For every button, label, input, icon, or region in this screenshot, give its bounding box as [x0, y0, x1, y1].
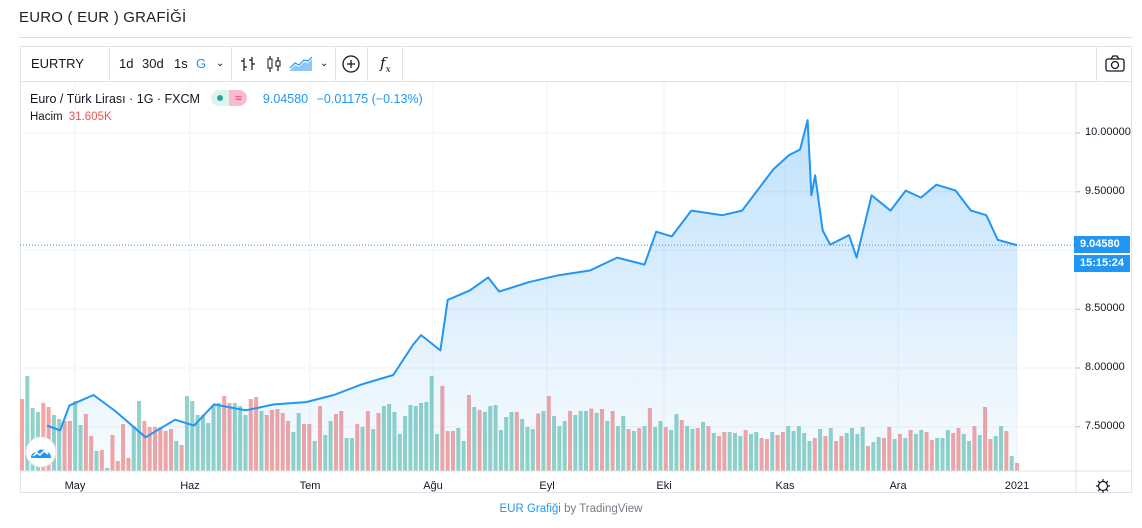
interval-1s[interactable]: 1s [174, 56, 188, 71]
y-tick-label: 8.50000 [1085, 302, 1125, 315]
countdown-label: 15:15:24 [1080, 257, 1125, 269]
x-tick-label: Ağu [423, 480, 443, 492]
delayed-data-icon: ≈ [229, 90, 248, 106]
page-title: EURO ( EUR ) GRAFİĞİ [19, 9, 187, 26]
last-price: 9.04580 [262, 92, 309, 106]
x-tick-label: Eki [656, 480, 672, 492]
add-indicator-icon[interactable] [341, 54, 361, 74]
x-tick-label: Ara [889, 480, 907, 492]
symbol-description: Euro / Türk Lirası · 1G · FXCM [30, 92, 200, 106]
divider [367, 46, 368, 81]
footer-attribution: EUR Grafiği by TradingView [0, 503, 1142, 515]
divider [402, 46, 403, 81]
last-price-tag [1074, 236, 1130, 253]
chart-legend: Euro / Türk Lirası · 1G · FXCM ≈ 9.04580… [30, 90, 423, 106]
interval-g[interactable]: G [196, 56, 207, 71]
footer-link[interactable]: EUR Grafiği [499, 503, 561, 515]
x-tick-label: May [64, 480, 86, 492]
last-price-label: 9.04580 [1080, 238, 1120, 250]
volume-bar [25, 376, 30, 471]
market-open-dot-icon [217, 95, 224, 101]
interval-30d[interactable]: 30d [142, 56, 164, 71]
chevron-down-icon[interactable]: ⌄ [320, 58, 329, 69]
y-tick-label: 8.00000 [1085, 361, 1125, 373]
market-status-badge: ≈ [211, 90, 248, 106]
y-tick-label: 9.50000 [1085, 184, 1125, 197]
chevron-down-icon[interactable]: ⌄ [216, 58, 225, 69]
camera-icon[interactable] [1104, 55, 1126, 73]
footer-by: by TradingView [564, 503, 643, 515]
interval-1d[interactable]: 1d [119, 56, 134, 71]
settings-gear-icon[interactable] [1096, 479, 1110, 493]
title-divider [19, 37, 1132, 38]
volume-value: 31.605K [68, 111, 112, 123]
candlestick-icon[interactable] [265, 54, 283, 74]
volume-bar [20, 399, 24, 471]
divider [1096, 46, 1097, 81]
x-tick-label: Kas [775, 480, 795, 492]
x-tick-label: Eyl [539, 480, 555, 492]
y-tick-label: 7.50000 [1085, 419, 1125, 432]
area-chart-icon[interactable] [289, 56, 313, 72]
logo-icon[interactable] [25, 436, 57, 468]
divider [231, 46, 232, 81]
x-tick-label: Tem [299, 480, 321, 492]
price-change: −0.01175 (−0.13%) [316, 92, 423, 106]
divider [335, 46, 336, 81]
volume-legend: Hacim 31.605K [30, 111, 112, 123]
bar-chart-icon[interactable] [239, 55, 257, 73]
chart-widget [20, 46, 1132, 493]
price-line [46, 119, 1018, 439]
chart-toolbar: EURTRY 1d 30d 1s G ⌄ ⌄ fx [20, 46, 1132, 82]
symbol-search[interactable]: EURTRY [31, 56, 84, 71]
x-tick-label: 2021 [1004, 480, 1030, 492]
volume-label: Hacim [30, 111, 63, 123]
divider [109, 46, 110, 81]
x-tick-label: Haz [180, 480, 200, 492]
price-area-fill [47, 120, 1017, 471]
function-icon[interactable]: fx [380, 54, 391, 75]
y-tick-label: 10.00000 [1085, 126, 1131, 138]
countdown-tag [1074, 255, 1130, 272]
